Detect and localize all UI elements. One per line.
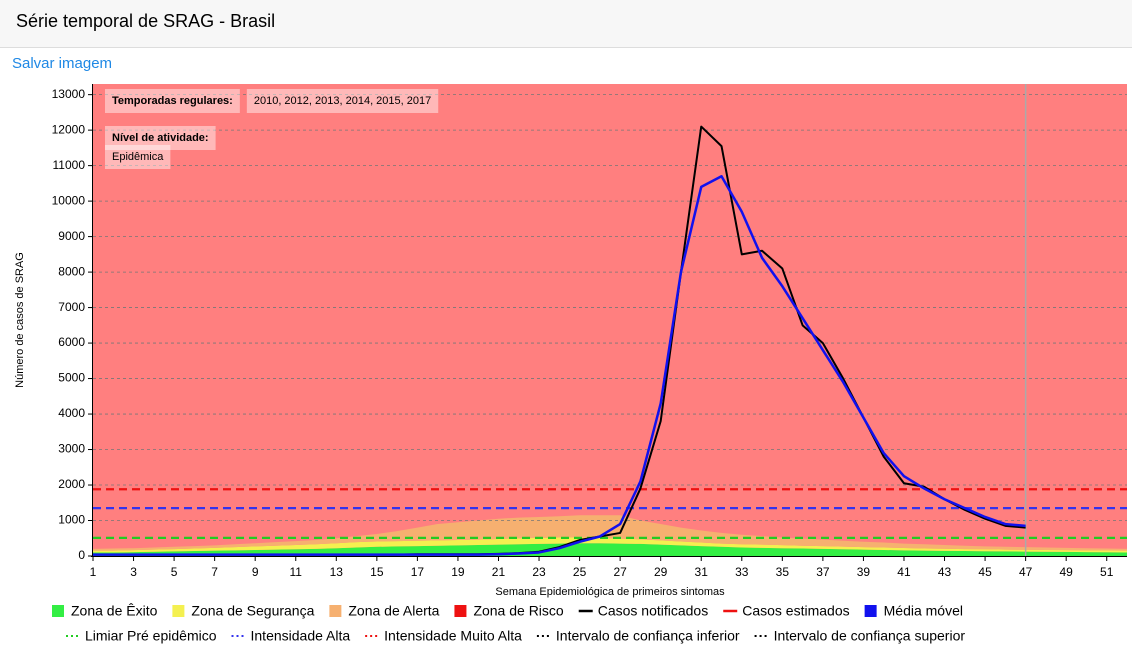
x-tick-label: 27 bbox=[613, 565, 627, 579]
annotation-text: 2010, 2012, 2013, 2014, 2015, 2017 bbox=[254, 95, 431, 107]
legend-label: Casos notificados bbox=[598, 603, 709, 619]
x-tick-label: 17 bbox=[411, 565, 425, 579]
x-tick-label: 21 bbox=[492, 565, 506, 579]
annotation-text: Epidêmica bbox=[112, 151, 164, 163]
y-tick-label: 3000 bbox=[58, 442, 85, 456]
x-tick-label: 43 bbox=[938, 565, 952, 579]
zone-area bbox=[93, 537, 1127, 553]
x-tick-label: 35 bbox=[776, 565, 790, 579]
legend-swatch bbox=[454, 605, 467, 617]
legend-label: Limiar Pré epidêmico bbox=[85, 628, 217, 644]
x-tick-label: 1 bbox=[90, 565, 97, 579]
zone-remainder bbox=[93, 84, 1127, 556]
x-tick-label: 41 bbox=[897, 565, 911, 579]
x-tick-label: 13 bbox=[330, 565, 344, 579]
annotation-box bbox=[105, 145, 171, 169]
y-tick-label: 4000 bbox=[58, 406, 85, 420]
legend-swatch bbox=[864, 605, 877, 617]
legend-label: Intensidade Alta bbox=[251, 628, 351, 644]
legend-swatch bbox=[172, 605, 185, 617]
y-tick-label: 11000 bbox=[53, 158, 86, 172]
page-title: Série temporal de SRAG - Brasil bbox=[16, 11, 275, 31]
x-tick-label: 29 bbox=[654, 565, 668, 579]
save-link[interactable]: Salvar imagem bbox=[12, 55, 112, 72]
legend-label: Zona de Êxito bbox=[71, 603, 158, 619]
x-tick-label: 15 bbox=[370, 565, 384, 579]
x-tick-label: 25 bbox=[573, 565, 587, 579]
x-tick-label: 3 bbox=[130, 565, 137, 579]
y-tick-label: 6000 bbox=[58, 335, 85, 349]
y-tick-label: 8000 bbox=[58, 264, 85, 278]
y-tick-label: 0 bbox=[78, 548, 85, 562]
x-tick-label: 33 bbox=[735, 565, 749, 579]
x-tick-label: 19 bbox=[451, 565, 465, 579]
legend-swatch bbox=[329, 605, 342, 617]
x-tick-label: 39 bbox=[857, 565, 871, 579]
x-tick-label: 45 bbox=[978, 565, 992, 579]
y-tick-label: 12000 bbox=[52, 122, 86, 136]
legend-swatch bbox=[52, 605, 64, 617]
x-tick-label: 5 bbox=[171, 565, 178, 579]
legend-label: Intervalo de confiança superior bbox=[774, 628, 966, 644]
x-tick-label: 51 bbox=[1100, 565, 1114, 579]
y-tick-label: 1000 bbox=[58, 513, 85, 527]
legend-label: Zona de Risco bbox=[473, 603, 563, 619]
x-tick-label: 11 bbox=[290, 565, 303, 579]
zone-area bbox=[93, 515, 1127, 551]
x-tick-label: 47 bbox=[1019, 565, 1033, 579]
y-tick-label: 2000 bbox=[58, 477, 85, 491]
y-tick-label: 10000 bbox=[52, 193, 86, 207]
legend-label: Intensidade Muito Alta bbox=[384, 628, 522, 644]
series-line bbox=[93, 175, 1026, 556]
y-tick-label: 7000 bbox=[58, 300, 85, 314]
x-tick-label: 37 bbox=[816, 565, 830, 579]
header-bar bbox=[0, 0, 1132, 47]
annotation-box bbox=[105, 126, 216, 150]
annotation-box bbox=[105, 89, 240, 113]
legend-label: Média móvel bbox=[884, 603, 963, 619]
x-tick-label: 31 bbox=[695, 565, 709, 579]
legend-label: Zona de Alerta bbox=[348, 603, 439, 619]
x-tick-label: 9 bbox=[252, 565, 259, 579]
x-tick-label: 49 bbox=[1059, 565, 1073, 579]
x-axis-label: Semana Epidemiológica de primeiros sinto… bbox=[495, 586, 725, 598]
y-tick-label: 9000 bbox=[58, 229, 85, 243]
x-tick-label: 7 bbox=[211, 565, 218, 579]
legend-label: Zona de Segurança bbox=[191, 603, 314, 619]
annotation-text: Nível de atividade: bbox=[112, 132, 209, 144]
annotation-text: Temporadas regulares: bbox=[112, 95, 233, 107]
legend-label: Casos estimados bbox=[742, 603, 849, 619]
y-tick-label: 5000 bbox=[58, 371, 85, 385]
x-tick-label: 23 bbox=[532, 565, 546, 579]
zone-area bbox=[93, 543, 1127, 556]
y-tick-label: 13000 bbox=[52, 87, 86, 101]
annotation-box bbox=[246, 89, 439, 113]
y-axis-label: Número de casos de SRAG bbox=[14, 252, 26, 388]
legend-label: Intervalo de confiança inferior bbox=[556, 628, 740, 644]
